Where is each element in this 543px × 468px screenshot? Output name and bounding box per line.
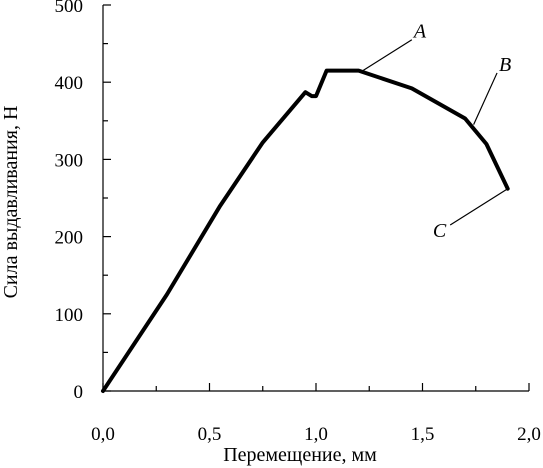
x-tick-label: 0,5 [198, 424, 222, 445]
annotation-label-b: B [499, 54, 511, 76]
y-tick-label: 200 [55, 228, 84, 249]
annotation-label-c: C [433, 220, 447, 242]
series-line [101, 68, 510, 393]
x-tick-label: 0,0 [91, 424, 115, 445]
y-tick-label: 100 [55, 305, 84, 326]
y-tick-label: 300 [55, 150, 84, 171]
axes [102, 5, 529, 392]
y-ticks: 0 100 200 300 400 500 [55, 0, 111, 403]
y-tick-label: 400 [55, 73, 84, 94]
x-tick-label: 2,0 [517, 424, 541, 445]
y-tick-label: 0 [74, 382, 84, 403]
x-axis-title: Перемещение, мм [223, 444, 377, 466]
y-tick-label: 500 [55, 0, 84, 17]
x-tick-label: 1,0 [304, 424, 328, 445]
x-ticks: 0,0 0,5 1,0 1,5 2,0 [91, 383, 541, 445]
annotation-leader-b [473, 72, 498, 125]
annotation-leader-c [449, 188, 509, 226]
annotations: A B C [362, 21, 511, 242]
y-axis-title: Сила выдавливания, Н [0, 106, 22, 299]
series [101, 68, 510, 393]
annotation-leader-a [362, 39, 413, 72]
annotation-label-a: A [412, 21, 427, 43]
x-tick-label: 1,5 [411, 424, 435, 445]
